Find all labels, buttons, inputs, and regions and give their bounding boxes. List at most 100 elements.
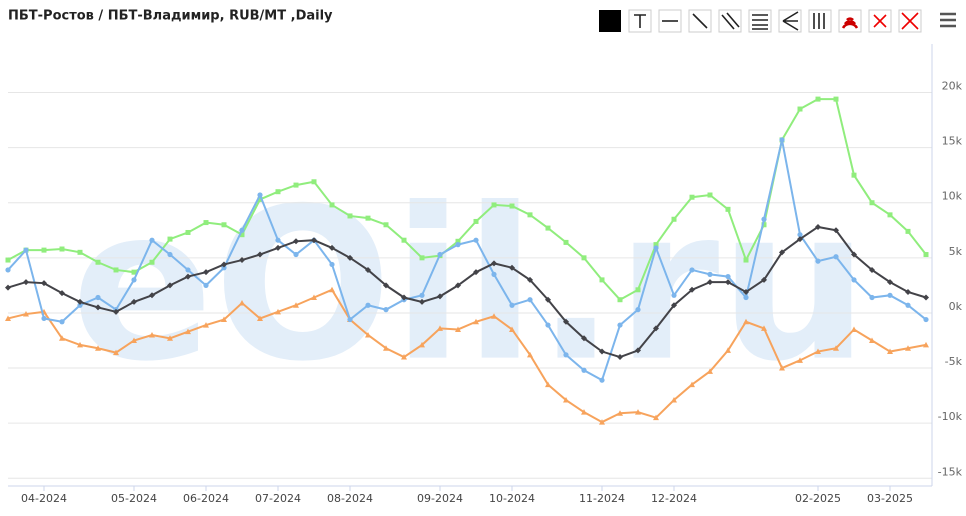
point	[149, 259, 155, 265]
point	[869, 294, 875, 301]
point	[689, 267, 695, 273]
point	[23, 279, 29, 286]
tool-line[interactable]	[688, 9, 712, 33]
point	[635, 307, 641, 313]
y-tick-label: 15k	[942, 135, 963, 148]
y-tick-label: 10k	[942, 190, 963, 203]
point	[815, 96, 821, 102]
tool-fan[interactable]	[778, 9, 802, 33]
y-tick-label: -15k	[938, 465, 963, 478]
point	[203, 220, 209, 226]
point	[599, 419, 605, 425]
point	[113, 308, 119, 315]
point	[167, 335, 173, 341]
tool-hline[interactable]	[658, 9, 682, 33]
point	[743, 318, 749, 325]
point	[455, 282, 461, 289]
point	[851, 326, 857, 332]
point	[365, 302, 371, 308]
point	[563, 397, 569, 403]
point	[149, 237, 155, 243]
point	[671, 216, 677, 222]
point	[599, 277, 605, 283]
point	[329, 244, 335, 251]
point	[653, 245, 659, 251]
point	[5, 257, 11, 263]
x-tick-label: 07-2024	[255, 492, 301, 505]
tool-arcs[interactable]	[838, 9, 862, 33]
point	[707, 279, 713, 286]
series-line	[7, 139, 927, 382]
point	[131, 277, 137, 283]
point	[923, 341, 929, 348]
point	[437, 325, 443, 331]
point	[923, 316, 929, 323]
point	[707, 192, 713, 198]
point	[257, 192, 263, 198]
tool-levels[interactable]	[748, 9, 772, 33]
point	[581, 255, 587, 261]
point	[419, 341, 425, 348]
point	[203, 282, 209, 288]
tool-vlines[interactable]	[808, 9, 832, 33]
x-tick-label: 08-2024	[327, 492, 373, 505]
point	[491, 271, 497, 277]
point	[473, 237, 479, 243]
point	[509, 203, 515, 209]
y-tick-label: -5k	[945, 355, 963, 368]
point	[563, 352, 569, 358]
point	[509, 264, 515, 271]
tool-delete-all[interactable]	[898, 9, 922, 33]
point	[365, 215, 371, 221]
point	[671, 397, 677, 403]
point	[383, 307, 389, 313]
point	[329, 261, 335, 268]
point	[725, 347, 731, 353]
point	[617, 354, 623, 361]
point	[725, 273, 731, 280]
menu-button[interactable]	[940, 12, 956, 28]
tool-channel[interactable]	[718, 9, 742, 33]
point	[743, 257, 749, 263]
tool-delete[interactable]	[868, 9, 892, 33]
point	[887, 292, 893, 298]
series	[5, 137, 929, 383]
point	[527, 276, 533, 283]
point	[455, 242, 461, 248]
point	[167, 236, 173, 242]
point	[689, 381, 695, 388]
point	[59, 319, 65, 325]
point	[383, 345, 389, 351]
x-tick-label: 09-2024	[417, 492, 463, 505]
point	[365, 266, 371, 273]
point	[743, 289, 749, 296]
point	[833, 96, 839, 102]
point	[455, 238, 461, 244]
point	[905, 345, 911, 351]
point	[833, 345, 839, 351]
point	[41, 280, 47, 287]
point	[365, 331, 371, 338]
point	[545, 322, 551, 328]
point	[653, 242, 659, 248]
point	[257, 315, 263, 321]
point	[797, 106, 803, 112]
point	[5, 284, 11, 291]
point	[761, 276, 767, 283]
point	[77, 302, 83, 308]
point	[869, 200, 875, 206]
point	[329, 286, 335, 293]
point	[95, 304, 101, 311]
toolbar	[599, 9, 956, 33]
point	[635, 347, 641, 354]
point	[149, 292, 155, 299]
tool-color[interactable]	[599, 10, 621, 32]
point	[95, 345, 101, 351]
point	[131, 269, 137, 275]
chart-title: ПБТ-Ростов / ПБТ-Владимир, RUB/MT ,Daily	[8, 9, 333, 24]
point	[185, 229, 191, 235]
tool-text[interactable]	[628, 9, 652, 33]
point	[509, 302, 515, 308]
point	[743, 294, 749, 301]
point	[761, 216, 767, 222]
